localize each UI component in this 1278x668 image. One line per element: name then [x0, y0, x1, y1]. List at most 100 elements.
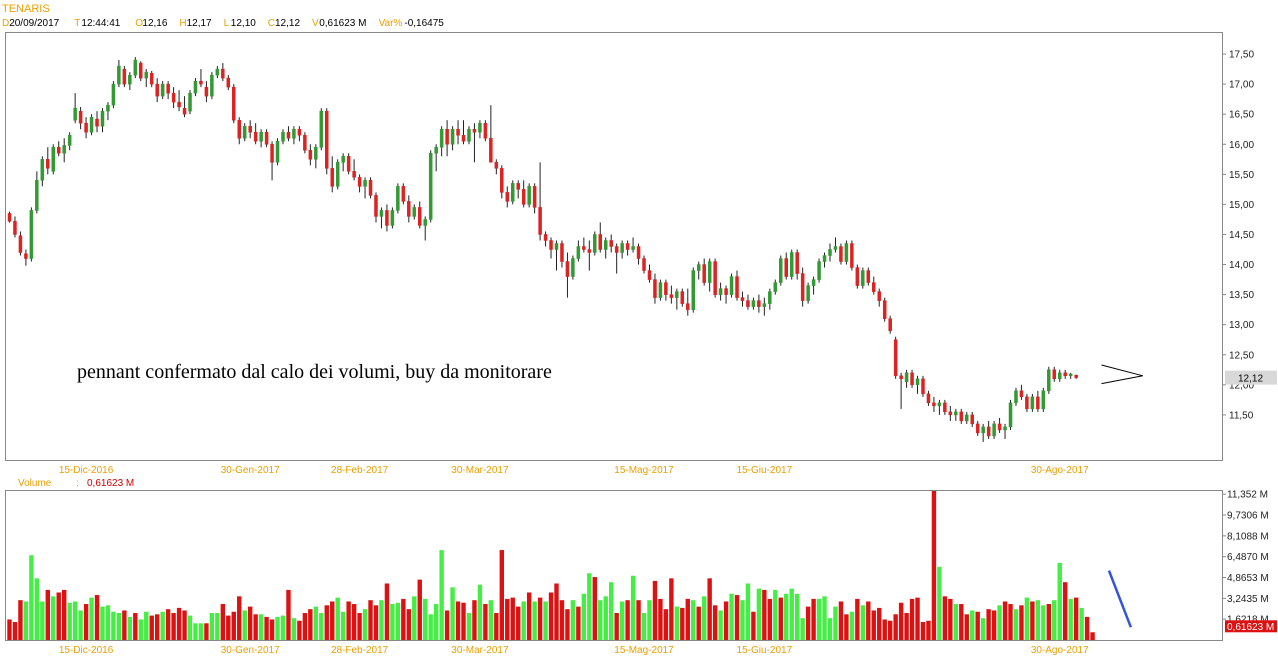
candle-body — [516, 183, 520, 190]
candle-body — [1068, 373, 1073, 377]
candle-body — [297, 128, 302, 136]
candle-body — [193, 80, 198, 94]
candle — [877, 288, 881, 307]
price-y-tick-label: 12,50 — [1229, 350, 1254, 361]
volume-bar — [794, 593, 800, 640]
candle — [428, 150, 433, 223]
candle-body — [603, 240, 608, 250]
candle-body — [160, 83, 165, 97]
volume-bar — [83, 604, 89, 640]
volume-bar — [7, 619, 12, 640]
candle — [450, 126, 455, 151]
header-key-3: H — [179, 18, 186, 29]
candle-body — [62, 145, 66, 154]
volume-bar — [630, 575, 636, 640]
volume-bar — [165, 609, 171, 640]
volume-trend — [1107, 570, 1133, 628]
price-y-tick-label: 17,00 — [1229, 80, 1254, 91]
candle-body — [844, 243, 849, 262]
volume-bar — [893, 614, 898, 640]
volume-bar — [187, 615, 193, 640]
candle — [565, 252, 570, 298]
volume-bar — [926, 620, 931, 640]
candle-body — [948, 411, 953, 416]
volume-bar — [340, 611, 346, 640]
candle-body — [921, 378, 925, 395]
candle — [751, 297, 756, 310]
candle — [959, 408, 964, 424]
candle — [335, 159, 340, 190]
volume-bar — [466, 613, 472, 640]
candle-body — [385, 210, 389, 226]
candle-body — [232, 86, 236, 121]
candle-body — [538, 207, 542, 235]
candle — [669, 285, 674, 304]
candle — [500, 165, 504, 199]
volume-bar — [543, 601, 548, 640]
volume-bar — [532, 601, 537, 640]
candle-body — [850, 243, 854, 268]
candle — [740, 291, 745, 307]
candle — [139, 61, 143, 82]
candle — [7, 211, 12, 223]
candle — [932, 396, 936, 412]
candle-body — [746, 300, 750, 307]
candle-body — [494, 162, 499, 169]
candle — [308, 144, 313, 166]
volume-bar — [964, 614, 969, 640]
candle-body — [658, 282, 663, 298]
candle — [647, 264, 652, 283]
candle-body — [182, 107, 187, 115]
volume-bar — [116, 613, 122, 640]
volume-bar — [34, 578, 40, 640]
volume-bar — [526, 592, 532, 640]
candle-body — [729, 276, 734, 295]
candle — [1003, 423, 1007, 439]
candle — [713, 258, 717, 298]
candle — [582, 237, 586, 253]
candle-body — [1030, 396, 1035, 410]
candle — [472, 123, 477, 163]
candle — [800, 267, 805, 307]
header-key-1: T — [74, 18, 80, 29]
volume-bar — [838, 601, 844, 640]
candle — [965, 411, 969, 424]
candle-body — [926, 393, 931, 404]
candle — [850, 240, 854, 271]
candle-body — [696, 264, 701, 271]
candle-body — [762, 303, 767, 307]
volume-bar — [111, 611, 116, 640]
candle-body — [253, 131, 258, 142]
volume-bar — [412, 596, 417, 640]
candle-body — [423, 219, 427, 226]
volume-bar — [636, 600, 641, 640]
volume-bar — [931, 491, 937, 640]
candle — [691, 267, 695, 313]
candle-body — [866, 270, 871, 283]
volume-bar — [805, 606, 811, 640]
volume-bar — [718, 610, 723, 640]
candle-body — [95, 118, 99, 127]
price-y-tick-label: 14,00 — [1229, 260, 1254, 271]
candle — [861, 267, 865, 289]
volume-bar — [871, 610, 876, 640]
price-y-tick-label: 15,50 — [1229, 170, 1254, 181]
candle-body — [713, 261, 717, 295]
candle — [374, 192, 378, 223]
candle — [210, 72, 214, 100]
candle-body — [100, 110, 105, 127]
volume-x-tick-label: 30-Gen-2017 — [221, 645, 280, 656]
candle — [117, 60, 121, 88]
candle-body — [828, 249, 832, 256]
candle — [1014, 387, 1018, 406]
candle — [1025, 393, 1029, 412]
volume-bar — [685, 598, 690, 640]
candle-body — [335, 162, 340, 187]
candle — [729, 273, 734, 298]
candle — [489, 105, 493, 163]
candle — [795, 249, 799, 280]
volume-bar — [450, 587, 455, 640]
volume-label: Volume — [18, 478, 52, 489]
candle — [921, 375, 925, 397]
